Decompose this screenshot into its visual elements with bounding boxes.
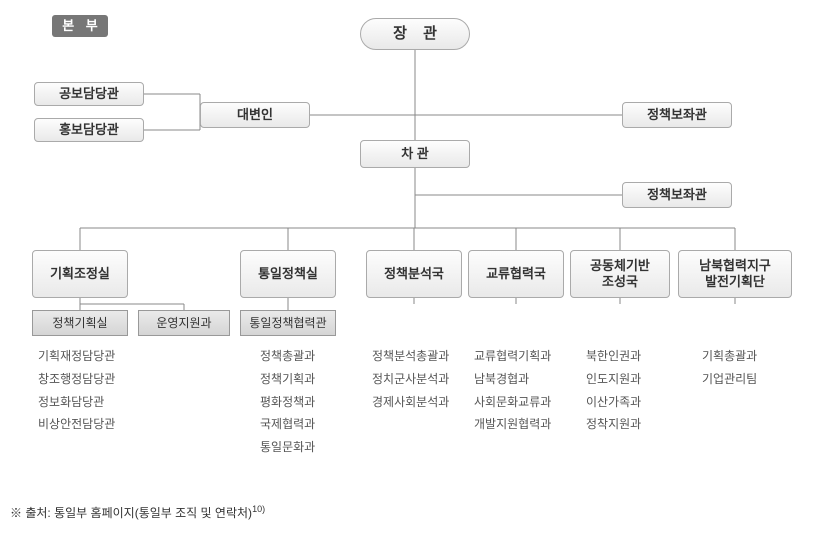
- spokesperson-node: 대변인: [200, 102, 310, 128]
- leaf-col-d1: 기획재정담당관창조행정담당관정보화담당관비상안전담당관: [38, 345, 115, 436]
- leaf-item: 정치군사분석과: [372, 368, 449, 391]
- division-d4: 교류협력국: [468, 250, 564, 298]
- leaf-item: 이산가족과: [586, 391, 641, 414]
- leaf-col-d4: 교류협력기획과남북경협과사회문화교류과개발지원협력과: [474, 345, 551, 436]
- policy-advisor-2: 정책보좌관: [622, 182, 732, 208]
- left-box-1: 홍보담당관: [34, 118, 144, 142]
- leaf-item: 사회문화교류과: [474, 391, 551, 414]
- subbox-d1-1: 운영지원과: [138, 310, 230, 336]
- division-d2: 통일정책실: [240, 250, 336, 298]
- footnote: ※ 출처: 통일부 홈페이지(통일부 조직 및 연락처)10): [10, 504, 817, 521]
- org-chart: 본 부장 관차 관대변인공보담당관홍보담당관정책보좌관정책보좌관기획조정실정책기…: [10, 10, 817, 500]
- subbox-d1-0: 정책기획실: [32, 310, 128, 336]
- footnote-ref: 10): [252, 504, 265, 514]
- division-d6: 남북협력지구발전기획단: [678, 250, 792, 298]
- division-d5: 공동체기반조성국: [570, 250, 670, 298]
- leaf-col-d6: 기획총괄과기업관리팀: [702, 345, 757, 391]
- division-d1: 기획조정실: [32, 250, 128, 298]
- leaf-item: 북한인권과: [586, 345, 641, 368]
- left-box-0: 공보담당관: [34, 82, 144, 106]
- leaf-item: 남북경협과: [474, 368, 551, 391]
- subbox-d2-0: 통일정책협력관: [240, 310, 336, 336]
- leaf-item: 인도지원과: [586, 368, 641, 391]
- leaf-item: 통일문화과: [260, 436, 315, 459]
- leaf-item: 정착지원과: [586, 413, 641, 436]
- footnote-text: ※ 출처: 통일부 홈페이지(통일부 조직 및 연락처): [10, 506, 252, 520]
- minister-node: 장 관: [360, 18, 470, 50]
- leaf-col-d3: 정책분석총괄과정치군사분석과경제사회분석과: [372, 345, 449, 413]
- leaf-item: 경제사회분석과: [372, 391, 449, 414]
- leaf-col-d2: 정책총괄과정책기획과평화정책과국제협력과통일문화과: [260, 345, 315, 459]
- vice-minister-node: 차 관: [360, 140, 470, 168]
- leaf-item: 기획재정담당관: [38, 345, 115, 368]
- division-d3: 정책분석국: [366, 250, 462, 298]
- leaf-item: 비상안전담당관: [38, 413, 115, 436]
- leaf-item: 기획총괄과: [702, 345, 757, 368]
- leaf-item: 개발지원협력과: [474, 413, 551, 436]
- leaf-item: 평화정책과: [260, 391, 315, 414]
- leaf-item: 정책기획과: [260, 368, 315, 391]
- leaf-col-d5: 북한인권과인도지원과이산가족과정착지원과: [586, 345, 641, 436]
- leaf-item: 창조행정담당관: [38, 368, 115, 391]
- policy-advisor-1: 정책보좌관: [622, 102, 732, 128]
- leaf-item: 정보화담당관: [38, 391, 115, 414]
- hq-tag: 본 부: [52, 15, 108, 37]
- leaf-item: 교류협력기획과: [474, 345, 551, 368]
- leaf-item: 정책총괄과: [260, 345, 315, 368]
- leaf-item: 기업관리팀: [702, 368, 757, 391]
- leaf-item: 정책분석총괄과: [372, 345, 449, 368]
- leaf-item: 국제협력과: [260, 413, 315, 436]
